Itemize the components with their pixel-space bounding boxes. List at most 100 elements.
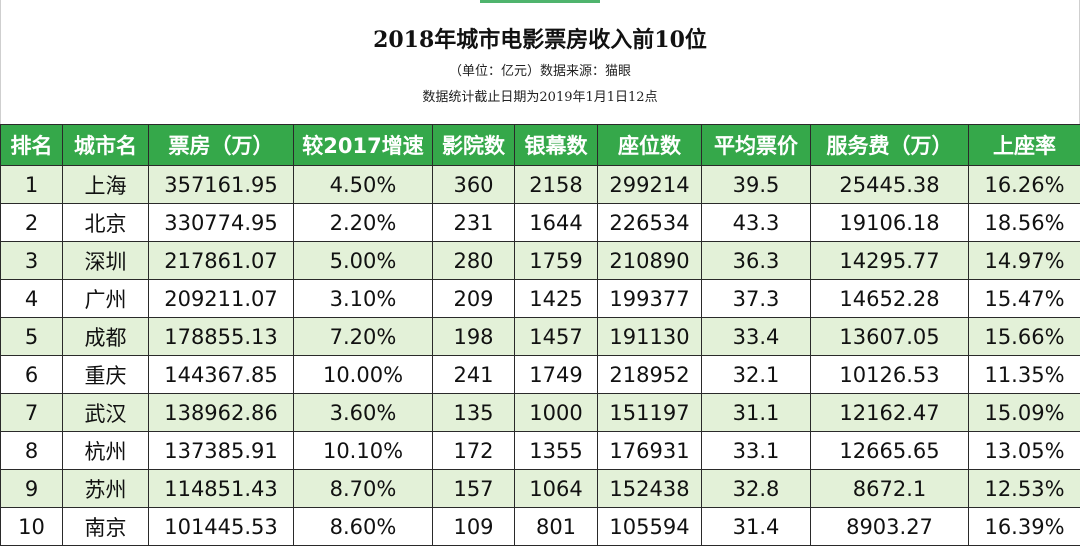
occupancy-cell: 14.97% xyxy=(968,241,1080,280)
screens-cell: 1355 xyxy=(514,431,598,470)
city-cell: 深圳 xyxy=(62,241,149,280)
page-title: 2018年城市电影票房收入前10位 xyxy=(373,27,707,53)
seats-cell: 199377 xyxy=(597,279,702,318)
city-cell: 上海 xyxy=(62,165,149,204)
service-fee-cell: 8903.27 xyxy=(810,507,969,546)
occupancy-cell: 12.53% xyxy=(968,469,1080,508)
table-row: 1 上海 357161.95 4.50% 360 2158 299214 39.5 25445.… xyxy=(0,165,1080,204)
avg-price-cell: 31.1 xyxy=(701,393,811,432)
service-fee-cell: 14652.28 xyxy=(810,279,969,318)
rank-cell: 1 xyxy=(0,165,63,204)
box-office-cell: 144367.85 xyxy=(148,355,294,394)
avg-price-cell: 39.5 xyxy=(701,165,811,204)
occupancy-cell: 15.47% xyxy=(968,279,1080,318)
rank-cell: 5 xyxy=(0,317,63,356)
col-header-box-office: 票房（万） xyxy=(148,124,294,166)
screens-cell: 1644 xyxy=(514,203,598,242)
box-office-cell: 330774.95 xyxy=(148,203,294,242)
title-block: 2018年城市电影票房收入前10位 （单位：亿元）数据来源：猫眼 数据统计截止日… xyxy=(0,0,1080,124)
seats-cell: 218952 xyxy=(597,355,702,394)
growth-cell: 3.60% xyxy=(293,393,433,432)
screens-cell: 1749 xyxy=(514,355,598,394)
avg-price-cell: 31.4 xyxy=(701,507,811,546)
rank-cell: 2 xyxy=(0,203,63,242)
occupancy-cell: 18.56% xyxy=(968,203,1080,242)
table-row: 4 广州 209211.07 3.10% 209 1425 199377 37.3 14652.… xyxy=(0,279,1080,318)
service-fee-cell: 19106.18 xyxy=(810,203,969,242)
seats-cell: 191130 xyxy=(597,317,702,356)
seats-cell: 152438 xyxy=(597,469,702,508)
rank-cell: 7 xyxy=(0,393,63,432)
table-row: 9 苏州 114851.43 8.70% 157 1064 152438 32.8 8672.1… xyxy=(0,469,1080,508)
col-header-screens: 银幕数 xyxy=(514,124,598,166)
service-fee-cell: 12162.47 xyxy=(810,393,969,432)
date-note: 数据统计截止日期为2019年1月1日12点 xyxy=(422,90,658,105)
service-fee-cell: 13607.05 xyxy=(810,317,969,356)
seats-cell: 151197 xyxy=(597,393,702,432)
box-office-cell: 217861.07 xyxy=(148,241,294,280)
occupancy-cell: 11.35% xyxy=(968,355,1080,394)
screens-cell: 2158 xyxy=(514,165,598,204)
avg-price-cell: 33.1 xyxy=(701,431,811,470)
box-office-cell: 137385.91 xyxy=(148,431,294,470)
rank-cell: 10 xyxy=(0,507,63,546)
avg-price-cell: 33.4 xyxy=(701,317,811,356)
growth-cell: 7.20% xyxy=(293,317,433,356)
occupancy-cell: 16.26% xyxy=(968,165,1080,204)
growth-cell: 8.60% xyxy=(293,507,433,546)
cinemas-cell: 109 xyxy=(432,507,515,546)
rank-cell: 6 xyxy=(0,355,63,394)
table-row: 10 南京 101445.53 8.60% 109 801 105594 31.4 8903.2… xyxy=(0,507,1080,546)
occupancy-cell: 13.05% xyxy=(968,431,1080,470)
service-fee-cell: 8672.1 xyxy=(810,469,969,508)
box-office-cell: 138962.86 xyxy=(148,393,294,432)
table-row: 2 北京 330774.95 2.20% 231 1644 226534 43.3 19106.… xyxy=(0,203,1080,242)
city-cell: 重庆 xyxy=(62,355,149,394)
growth-cell: 10.00% xyxy=(293,355,433,394)
header-row: 排名 城市名 票房（万） 较2017增速 影院数 银幕数 座位数 平均票价 服务… xyxy=(0,124,1080,166)
col-header-rank: 排名 xyxy=(0,124,63,166)
box-office-cell: 101445.53 xyxy=(148,507,294,546)
seats-cell: 226534 xyxy=(597,203,702,242)
rank-cell: 4 xyxy=(0,279,63,318)
table-row: 3 深圳 217861.07 5.00% 280 1759 210890 36.3 14295.… xyxy=(0,241,1080,280)
growth-cell: 4.50% xyxy=(293,165,433,204)
cinemas-cell: 198 xyxy=(432,317,515,356)
cinemas-cell: 360 xyxy=(432,165,515,204)
city-cell: 广州 xyxy=(62,279,149,318)
table-row: 7 武汉 138962.86 3.60% 135 1000 151197 31.1 12162.… xyxy=(0,393,1080,432)
box-office-cell: 114851.43 xyxy=(148,469,294,508)
box-office-cell: 178855.13 xyxy=(148,317,294,356)
city-cell: 苏州 xyxy=(62,469,149,508)
city-cell: 成都 xyxy=(62,317,149,356)
growth-cell: 3.10% xyxy=(293,279,433,318)
col-header-growth: 较2017增速 xyxy=(293,124,433,166)
box-office-table: 排名 城市名 票房（万） 较2017增速 影院数 银幕数 座位数 平均票价 服务… xyxy=(0,124,1080,546)
growth-cell: 2.20% xyxy=(293,203,433,242)
col-header-occupancy: 上座率 xyxy=(968,124,1080,166)
service-fee-cell: 10126.53 xyxy=(810,355,969,394)
rank-cell: 8 xyxy=(0,431,63,470)
seats-cell: 210890 xyxy=(597,241,702,280)
occupancy-cell: 15.66% xyxy=(968,317,1080,356)
service-fee-cell: 25445.38 xyxy=(810,165,969,204)
screens-cell: 801 xyxy=(514,507,598,546)
service-fee-cell: 14295.77 xyxy=(810,241,969,280)
avg-price-cell: 36.3 xyxy=(701,241,811,280)
screens-cell: 1759 xyxy=(514,241,598,280)
cinemas-cell: 280 xyxy=(432,241,515,280)
seats-cell: 176931 xyxy=(597,431,702,470)
city-cell: 南京 xyxy=(62,507,149,546)
avg-price-cell: 37.3 xyxy=(701,279,811,318)
growth-cell: 5.00% xyxy=(293,241,433,280)
avg-price-cell: 43.3 xyxy=(701,203,811,242)
rank-cell: 3 xyxy=(0,241,63,280)
service-fee-cell: 12665.65 xyxy=(810,431,969,470)
col-header-cinemas: 影院数 xyxy=(432,124,515,166)
cinemas-cell: 135 xyxy=(432,393,515,432)
col-header-city: 城市名 xyxy=(62,124,149,166)
subtitle: （单位：亿元）数据来源：猫眼 xyxy=(448,64,631,79)
cinemas-cell: 231 xyxy=(432,203,515,242)
city-cell: 武汉 xyxy=(62,393,149,432)
screens-cell: 1425 xyxy=(514,279,598,318)
